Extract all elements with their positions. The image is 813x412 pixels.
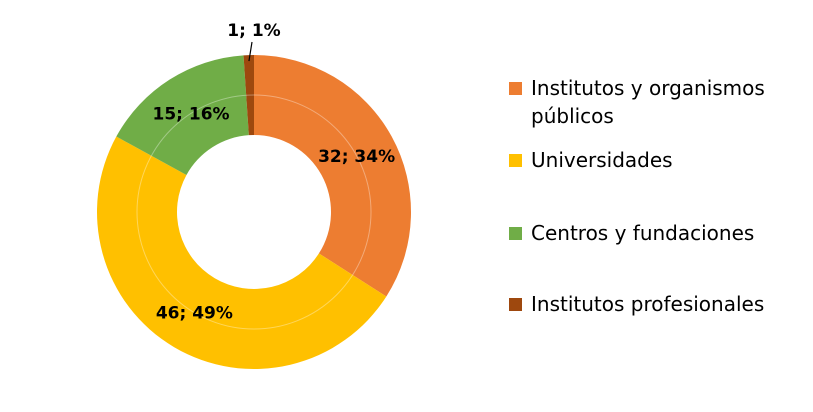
slice-institutos-publicos [254, 55, 412, 297]
legend-swatch [509, 154, 522, 167]
legend-swatch [509, 227, 522, 240]
leader-line [248, 41, 253, 62]
slice-universidades [97, 136, 387, 369]
slice-institutos-profesionales [243, 55, 254, 136]
legend-label: Institutos y organismos [531, 76, 765, 100]
legend-label: Universidades [531, 148, 673, 172]
legend-label-cont: públicos [531, 104, 614, 128]
data-label-centros-fundaciones: 15; 16% [153, 104, 230, 124]
legend-label: Institutos profesionales [531, 292, 765, 316]
legend-item-centros-fundaciones: Centros y fundaciones [509, 219, 754, 247]
ring-seam [136, 94, 372, 330]
doughnut-slices [97, 55, 412, 369]
slice-centros-fundaciones [116, 55, 249, 175]
legend-swatch [509, 298, 522, 311]
data-label-institutos-publicos: 32; 34% [318, 147, 395, 167]
data-label-institutos-profesionales: 1; 1% [227, 21, 280, 41]
data-labels: 32; 34% 46; 49% 15; 16% 1; 1% [153, 21, 396, 324]
data-label-universidades: 46; 49% [156, 304, 233, 324]
legend-swatch [509, 82, 522, 95]
legend-label: Centros y fundaciones [531, 221, 755, 245]
legend-item-universidades: Universidades [509, 146, 673, 174]
legend-item-institutos-publicos: Institutos y organismos públicos [509, 74, 765, 130]
legend-item-institutos-profesionales: Institutos profesionales [509, 290, 764, 318]
